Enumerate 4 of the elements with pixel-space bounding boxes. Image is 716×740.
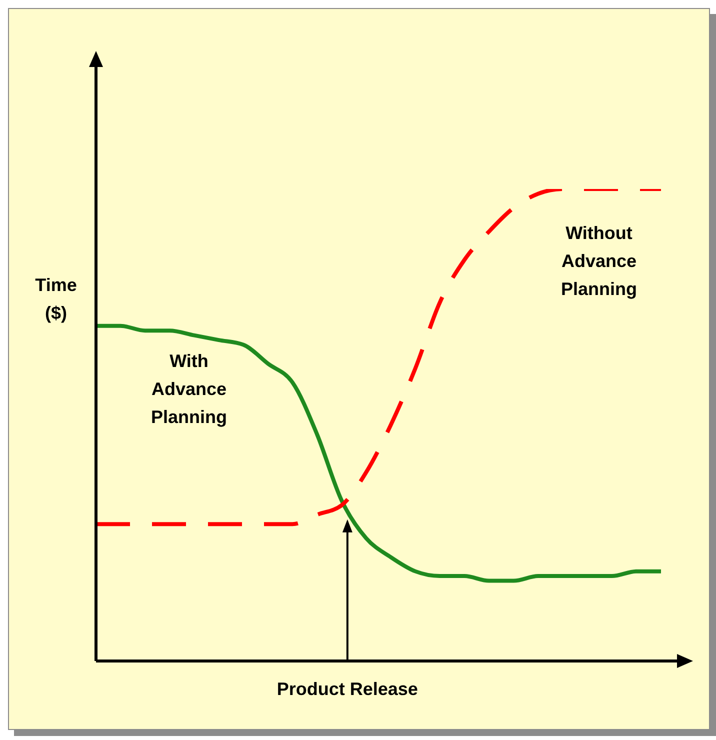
y-axis-title: Time ($) — [34, 274, 78, 325]
series-label: Without Advance Planning — [560, 222, 638, 301]
series-label: With Advance Planning — [150, 350, 228, 429]
x-axis-title: Product Release — [276, 678, 419, 701]
